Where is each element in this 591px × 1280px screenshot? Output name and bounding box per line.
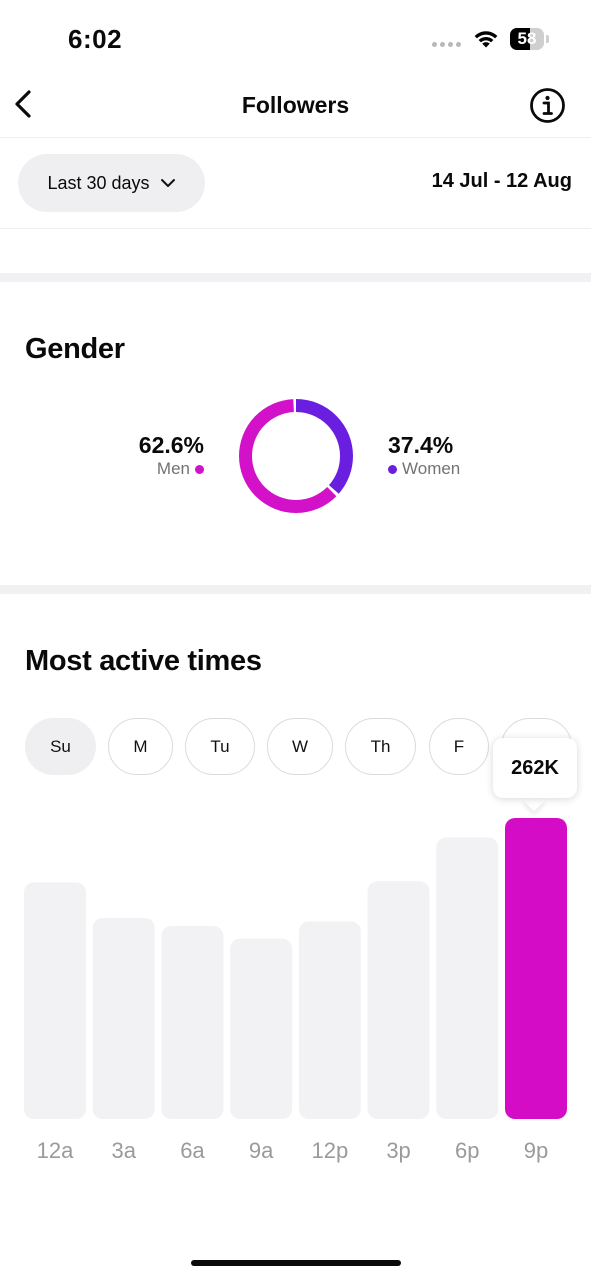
date-range-text: 14 Jul - 12 Aug [431,170,572,192]
chart-bar-12a[interactable] [24,882,87,1119]
x-tick-label: 3p [386,1138,410,1163]
x-tick-label: 9a [249,1138,274,1163]
wifi-icon [474,31,498,48]
day-tab-th[interactable]: Th [345,718,416,775]
battery-icon: 58 [510,28,550,50]
chart-bar-12p[interactable] [298,921,361,1119]
info-icon[interactable] [529,87,566,124]
x-tick-label: 6p [455,1138,479,1163]
chart-bar-6a[interactable] [161,925,224,1119]
day-tab-f[interactable]: F [429,718,489,775]
women-legend-dot [388,464,397,474]
active-times-title: Most active times [25,645,262,677]
women-label: Women [402,459,461,478]
chevron-left-icon[interactable] [10,86,38,122]
x-tick-label: 9p [524,1138,548,1163]
day-tab-tu[interactable]: Tu [185,718,255,775]
section-divider [0,585,591,594]
section-divider [0,273,591,282]
day-tab-su[interactable]: Su [25,718,96,775]
status-time: 6:02 [68,24,123,54]
signal-icon [432,42,461,47]
chart-bar-6p[interactable] [436,837,499,1119]
women-percent: 37.4% [388,432,454,458]
donut-segment-men [239,399,353,513]
chevron-down-icon [160,179,175,187]
active-times-bar-chart: 12a 3a 6a 9a 12p 3p 6p 9p [24,818,567,1163]
x-tick-label: 12a [37,1138,74,1163]
page-title: Followers [241,92,350,118]
date-range-dropdown-label: Last 30 days [47,172,150,193]
status-bar: 6:02 58 [0,0,591,80]
x-tick-label: 3a [111,1138,136,1163]
gender-title: Gender [25,333,125,365]
men-percent: 62.6% [138,432,204,458]
date-filter-row: Last 30 days 14 Jul - 12 Aug [0,139,591,229]
day-tab-w[interactable]: W [267,718,333,775]
nav-bar: Followers [0,72,591,138]
x-tick-label: 12p [311,1138,348,1163]
chart-bar-3a[interactable] [92,917,155,1119]
men-legend-dot [195,464,204,474]
men-label: Men [156,459,190,478]
chart-bar-9p[interactable] [504,818,567,1119]
day-tab-m[interactable]: M [108,718,173,775]
gender-women-stat: 37.4% Women [388,432,508,480]
gender-men-stat: 62.6% Men [100,432,204,480]
x-tick-label: 6a [180,1138,205,1163]
battery-level: 58 [517,29,537,48]
donut-segment-women [239,399,353,513]
home-indicator[interactable] [191,1260,401,1266]
gender-donut-chart [239,399,353,513]
chart-bar-3p[interactable] [367,881,430,1119]
chart-bar-9a[interactable] [230,938,293,1119]
bar-value-tooltip: 262K [493,738,577,798]
date-range-dropdown[interactable]: Last 30 days [18,154,205,212]
